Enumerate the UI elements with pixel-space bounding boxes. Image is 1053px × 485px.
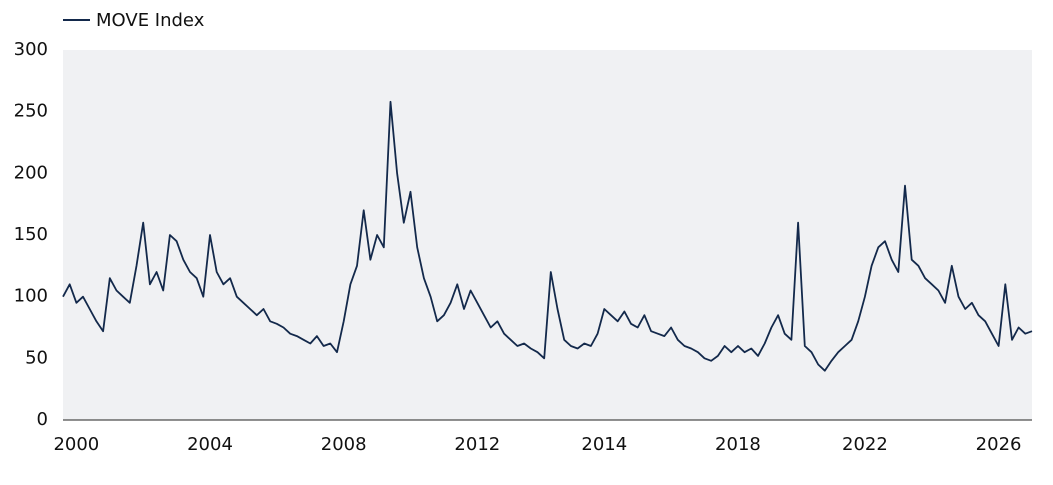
y-tick-label: 200 bbox=[14, 162, 48, 183]
x-tick-label: 2014 bbox=[581, 434, 627, 455]
legend-label: MOVE Index bbox=[96, 10, 205, 31]
x-tick-label: 2000 bbox=[53, 434, 99, 455]
y-tick-label: 100 bbox=[14, 286, 48, 307]
x-tick-label: 2026 bbox=[976, 434, 1022, 455]
y-tick-label: 300 bbox=[14, 39, 48, 60]
plot-background bbox=[63, 50, 1032, 420]
x-tick-label: 2018 bbox=[715, 434, 761, 455]
x-tick-label: 2012 bbox=[454, 434, 500, 455]
series-line bbox=[62, 100, 1033, 372]
x-tick-label: 2008 bbox=[321, 434, 367, 455]
x-tick-label: 2022 bbox=[842, 434, 888, 455]
x-tick-label: 2004 bbox=[187, 434, 233, 455]
y-tick-label: 0 bbox=[37, 409, 48, 430]
y-tick-label: 250 bbox=[14, 101, 48, 122]
y-tick-label: 50 bbox=[25, 347, 48, 368]
y-tick-label: 150 bbox=[14, 224, 48, 245]
